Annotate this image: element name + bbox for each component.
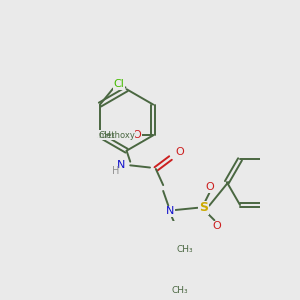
Text: O: O xyxy=(205,182,214,192)
Text: N: N xyxy=(166,206,175,216)
Text: CH₃: CH₃ xyxy=(177,245,193,254)
Text: S: S xyxy=(199,201,208,214)
Text: CH₃: CH₃ xyxy=(98,131,115,140)
Text: O: O xyxy=(133,130,142,140)
Text: Cl: Cl xyxy=(113,79,124,89)
Text: O: O xyxy=(176,147,184,157)
Text: methoxy: methoxy xyxy=(98,131,135,140)
Text: H: H xyxy=(112,166,119,176)
Text: O: O xyxy=(212,221,221,231)
Text: CH₃: CH₃ xyxy=(171,286,188,295)
Text: N: N xyxy=(117,160,126,170)
